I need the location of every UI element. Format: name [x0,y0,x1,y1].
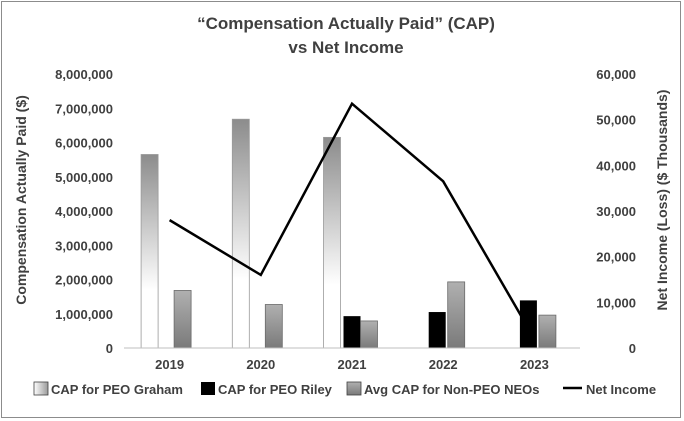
left-axis-ticks: 0 1,000,000 2,000,000 3,000,000 4,000,000 5,0… [55,67,113,356]
legend-swatch-nonpeo [346,381,362,396]
x-tick-label: 2020 [246,357,275,372]
chart-title: “Compensation Actually Paid” (CAP) [197,14,495,33]
bar-riley [519,300,537,348]
legend-swatch-riley [201,382,215,395]
y2-tick-label: 50,000 [596,113,636,128]
legend-label-nonpeo: Avg CAP for Non-PEO NEOs [364,382,540,397]
y-tick-label: 8,000,000 [55,67,113,82]
legend-label-net-income: Net Income [586,382,656,397]
x-tick-label: 2023 [520,357,549,372]
x-tick-label: 2021 [338,357,367,372]
x-tick-label: 2019 [155,357,184,372]
bar-riley [428,312,446,348]
bar-graham [140,154,159,349]
y-tick-label: 6,000,000 [55,136,113,151]
bar-nonpeo [264,304,283,349]
y2-axis-label: Net Income (Loss) ($ Thousands) [654,90,670,311]
bar-graham [323,136,341,349]
bar-nonpeo [447,281,466,349]
legend-label-riley: CAP for PEO Riley [218,382,333,397]
y-tick-label: 1,000,000 [55,307,113,322]
legend: CAP for PEO Graham CAP for PEO Riley Avg… [33,381,656,397]
y-tick-label: 4,000,000 [55,204,113,219]
legend-label-graham: CAP for PEO Graham [51,382,183,397]
y2-tick-label: 0 [629,341,636,356]
bar-riley [343,316,361,348]
bar-graham [231,118,250,349]
y-tick-label: 2,000,000 [55,273,113,288]
y2-tick-label: 10,000 [596,295,636,310]
chart-subtitle: vs Net Income [288,38,403,57]
y2-tick-label: 20,000 [596,250,636,265]
x-tick-label: 2022 [429,357,458,372]
net-income-line-layer [168,101,536,340]
y2-tick-label: 40,000 [596,158,636,173]
y-tick-label: 5,000,000 [55,170,113,185]
bar-nonpeo [173,290,192,349]
bar-series [140,118,557,349]
category-axis-ticks: 2019 2020 2021 2022 2023 [155,357,549,372]
y2-tick-label: 30,000 [596,204,636,219]
y-tick-label: 0 [106,341,113,356]
bar-nonpeo [538,314,557,349]
legend-swatch-graham [33,381,49,396]
y-tick-label: 3,000,000 [55,238,113,253]
y-axis-label: Compensation Actually Paid ($) [13,95,29,305]
net-income-line [168,101,536,340]
y-tick-label: 7,000,000 [55,101,113,116]
y2-tick-label: 60,000 [596,67,636,82]
bar-nonpeo [360,320,378,349]
right-axis-ticks: 0 10,000 20,000 30,000 40,000 50,000 60,000 [596,67,636,356]
